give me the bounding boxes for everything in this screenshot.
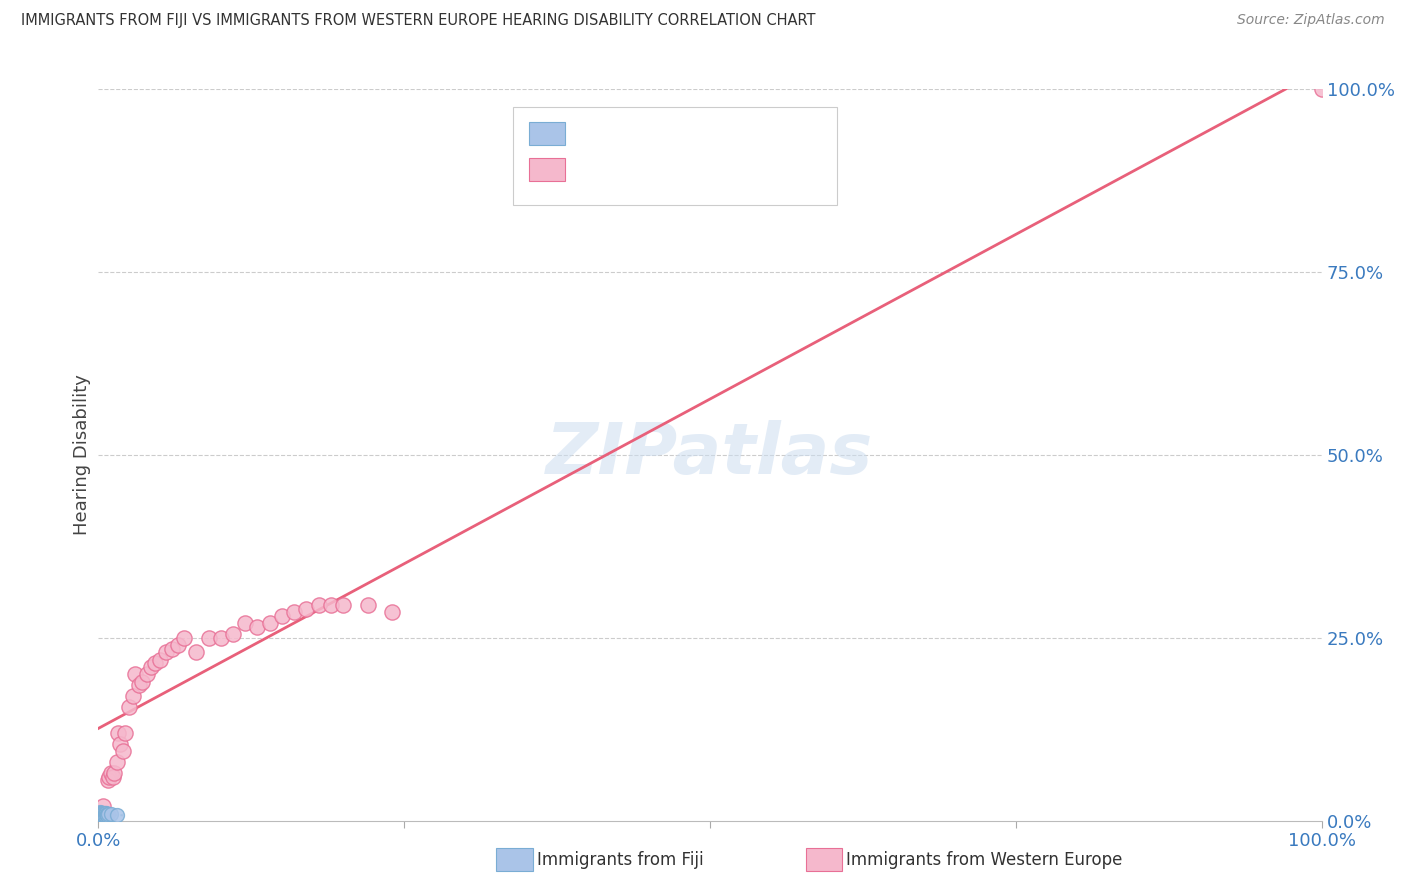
Point xyxy=(136,667,159,681)
Text: Immigrants from Fiji: Immigrants from Fiji xyxy=(537,851,704,869)
Point xyxy=(356,598,378,612)
Point xyxy=(90,805,112,820)
Point xyxy=(319,598,342,612)
Point xyxy=(93,806,115,821)
Text: R =: R = xyxy=(572,161,612,178)
Point xyxy=(149,653,172,667)
Point xyxy=(139,660,162,674)
Text: 40: 40 xyxy=(721,161,747,178)
Y-axis label: Hearing Disability: Hearing Disability xyxy=(73,375,91,535)
Point xyxy=(96,807,118,822)
Point xyxy=(270,608,294,623)
Point xyxy=(91,805,114,820)
Point xyxy=(94,806,117,821)
Point xyxy=(89,807,111,822)
Point xyxy=(110,737,132,751)
Point xyxy=(1310,82,1333,96)
Point xyxy=(131,674,153,689)
Point xyxy=(209,631,232,645)
Point xyxy=(114,726,136,740)
Point xyxy=(105,807,128,822)
Point xyxy=(103,766,125,780)
Point xyxy=(89,806,111,821)
Point xyxy=(121,690,143,704)
Text: R =: R = xyxy=(572,125,612,143)
Point xyxy=(91,806,114,821)
Point xyxy=(91,806,114,821)
Point xyxy=(93,807,115,822)
Point xyxy=(332,598,354,612)
Point xyxy=(97,807,120,822)
Point xyxy=(143,657,166,671)
Point xyxy=(295,601,318,615)
Point xyxy=(90,806,112,821)
Point xyxy=(100,766,122,780)
Point xyxy=(124,667,146,681)
Text: IMMIGRANTS FROM FIJI VS IMMIGRANTS FROM WESTERN EUROPE HEARING DISABILITY CORREL: IMMIGRANTS FROM FIJI VS IMMIGRANTS FROM … xyxy=(21,13,815,29)
Text: N =: N = xyxy=(686,125,725,143)
Text: 23: 23 xyxy=(721,125,747,143)
Point xyxy=(246,620,269,634)
Text: ZIPatlas: ZIPatlas xyxy=(547,420,873,490)
Point xyxy=(381,605,404,619)
Point xyxy=(160,641,183,656)
Point xyxy=(91,807,114,822)
Point xyxy=(173,631,195,645)
Point xyxy=(111,744,134,758)
Point xyxy=(128,678,150,692)
Point xyxy=(96,807,118,822)
Point xyxy=(89,805,111,819)
Point xyxy=(98,770,121,784)
Point xyxy=(107,726,129,740)
Point xyxy=(155,645,177,659)
Point xyxy=(167,638,190,652)
Point xyxy=(283,605,305,619)
Point xyxy=(197,631,219,645)
Point xyxy=(118,700,141,714)
Point xyxy=(93,807,115,822)
Point xyxy=(90,807,112,822)
Point xyxy=(100,807,122,822)
Point xyxy=(91,807,114,822)
Point xyxy=(97,773,120,788)
Point xyxy=(90,807,112,822)
Point xyxy=(94,807,117,822)
Text: N =: N = xyxy=(686,161,725,178)
Point xyxy=(101,770,124,784)
Point xyxy=(308,598,330,612)
Point xyxy=(105,755,128,769)
Text: 0.943: 0.943 xyxy=(609,161,665,178)
Text: Source: ZipAtlas.com: Source: ZipAtlas.com xyxy=(1237,13,1385,28)
Point xyxy=(186,645,208,659)
Point xyxy=(222,627,245,641)
Text: Immigrants from Western Europe: Immigrants from Western Europe xyxy=(846,851,1123,869)
Point xyxy=(259,616,281,631)
Text: -0.381: -0.381 xyxy=(609,125,673,143)
Point xyxy=(91,799,114,814)
Point xyxy=(233,616,256,631)
Point xyxy=(91,807,114,822)
